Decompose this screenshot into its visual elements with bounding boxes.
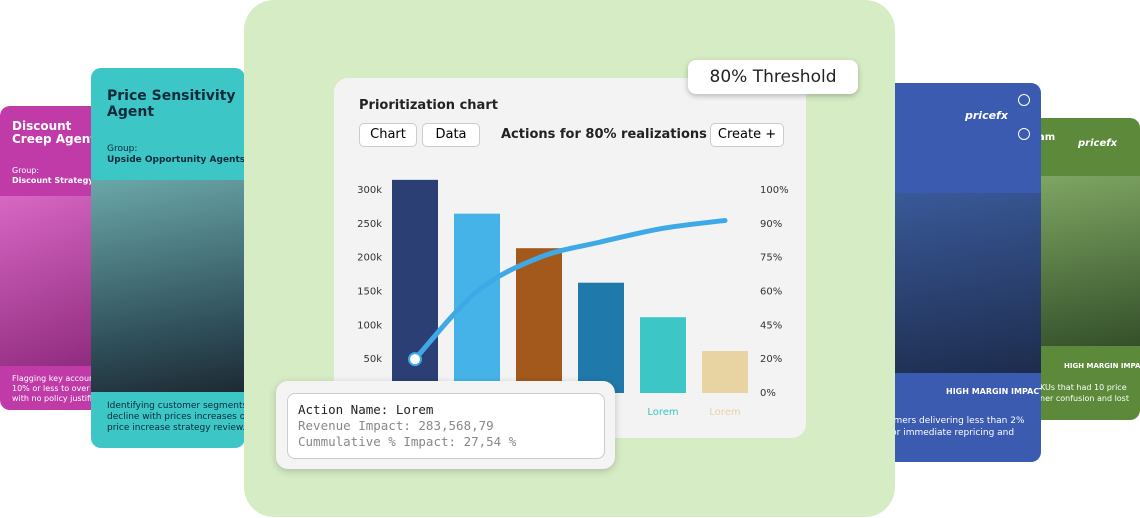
card-title: Discount Creep Agent bbox=[12, 119, 97, 146]
y2-tick-label: 90% bbox=[760, 219, 782, 230]
x-tick-label: Lorem bbox=[647, 407, 678, 418]
bar bbox=[640, 317, 686, 393]
icon bbox=[1018, 128, 1030, 140]
impact-badge: HIGH MARGIN IMPACT bbox=[946, 387, 1041, 396]
photo bbox=[870, 193, 1041, 373]
chart-title: Prioritization chart bbox=[359, 98, 498, 113]
impact-badge: HIGH MARGIN IMPACT bbox=[1064, 362, 1140, 370]
bar bbox=[702, 351, 748, 393]
icon bbox=[1018, 94, 1030, 106]
bar bbox=[516, 248, 562, 393]
y2-tick-label: 100% bbox=[760, 185, 789, 196]
agent-card: am pricefx HIGH MARGIN IMPACT KUs that h… bbox=[1030, 118, 1140, 420]
x-tick-label: Lorem bbox=[709, 407, 740, 418]
tooltip-body: Action Name: Lorem Revenue Impact: 283,5… bbox=[287, 393, 605, 459]
agent-card: Price Sensitivity Agent Group: Upside Op… bbox=[91, 68, 245, 448]
tooltip: Action Name: Lorem Revenue Impact: 283,5… bbox=[276, 381, 615, 469]
group: Discount Strategy Ag bbox=[12, 176, 100, 185]
y-tick-label: 100k bbox=[357, 320, 382, 331]
photo bbox=[91, 180, 245, 392]
tooltip-revenue: Revenue Impact: 283,568,79 bbox=[298, 418, 494, 433]
y-tick-label: 200k bbox=[357, 253, 382, 264]
y2-tick-label: 45% bbox=[760, 320, 782, 331]
agent-card: Discount Creep Agent Group: Discount Str… bbox=[0, 106, 100, 410]
card-title: am bbox=[1038, 132, 1056, 143]
y-tick-label: 300k bbox=[357, 185, 382, 196]
create-button[interactable]: Create + bbox=[710, 123, 784, 147]
logo: pricefx bbox=[965, 109, 1008, 122]
agent-card: pricefx HIGH MARGIN IMPACT omers deliver… bbox=[870, 83, 1041, 462]
y-tick-label: 250k bbox=[357, 219, 382, 230]
y-tick-label: 50k bbox=[363, 354, 382, 365]
card-description: KUs that had 10 price ner confusion and … bbox=[1040, 383, 1129, 403]
line-start-marker bbox=[408, 352, 422, 367]
card-description: Identifying customer segments w decline … bbox=[107, 401, 245, 433]
threshold-badge: 80% Threshold bbox=[688, 60, 858, 94]
data-button[interactable]: Data bbox=[422, 123, 480, 147]
group-label: Group: bbox=[107, 144, 138, 154]
logo: pricefx bbox=[1078, 138, 1118, 149]
tooltip-action: Action Name: Lorem bbox=[298, 402, 434, 417]
group-label: Group: bbox=[12, 166, 40, 175]
y2-tick-label: 75% bbox=[760, 253, 782, 264]
cumulative-line bbox=[412, 217, 728, 362]
y2-tick-label: 0% bbox=[760, 388, 776, 399]
photo bbox=[0, 196, 100, 366]
y-tick-label: 150k bbox=[357, 287, 382, 298]
chart-subtitle: Actions for 80% realizations bbox=[501, 127, 707, 142]
group: Upside Opportunity Agents bbox=[107, 155, 245, 165]
card-title: Price Sensitivity Agent bbox=[107, 88, 236, 120]
y2-tick-label: 20% bbox=[760, 354, 782, 365]
tooltip-cumulative: Cummulative % Impact: 27,54 % bbox=[298, 434, 517, 449]
y2-tick-label: 60% bbox=[760, 287, 782, 298]
bar bbox=[578, 282, 624, 393]
chart-button[interactable]: Chart bbox=[359, 123, 417, 147]
photo bbox=[1030, 176, 1140, 346]
